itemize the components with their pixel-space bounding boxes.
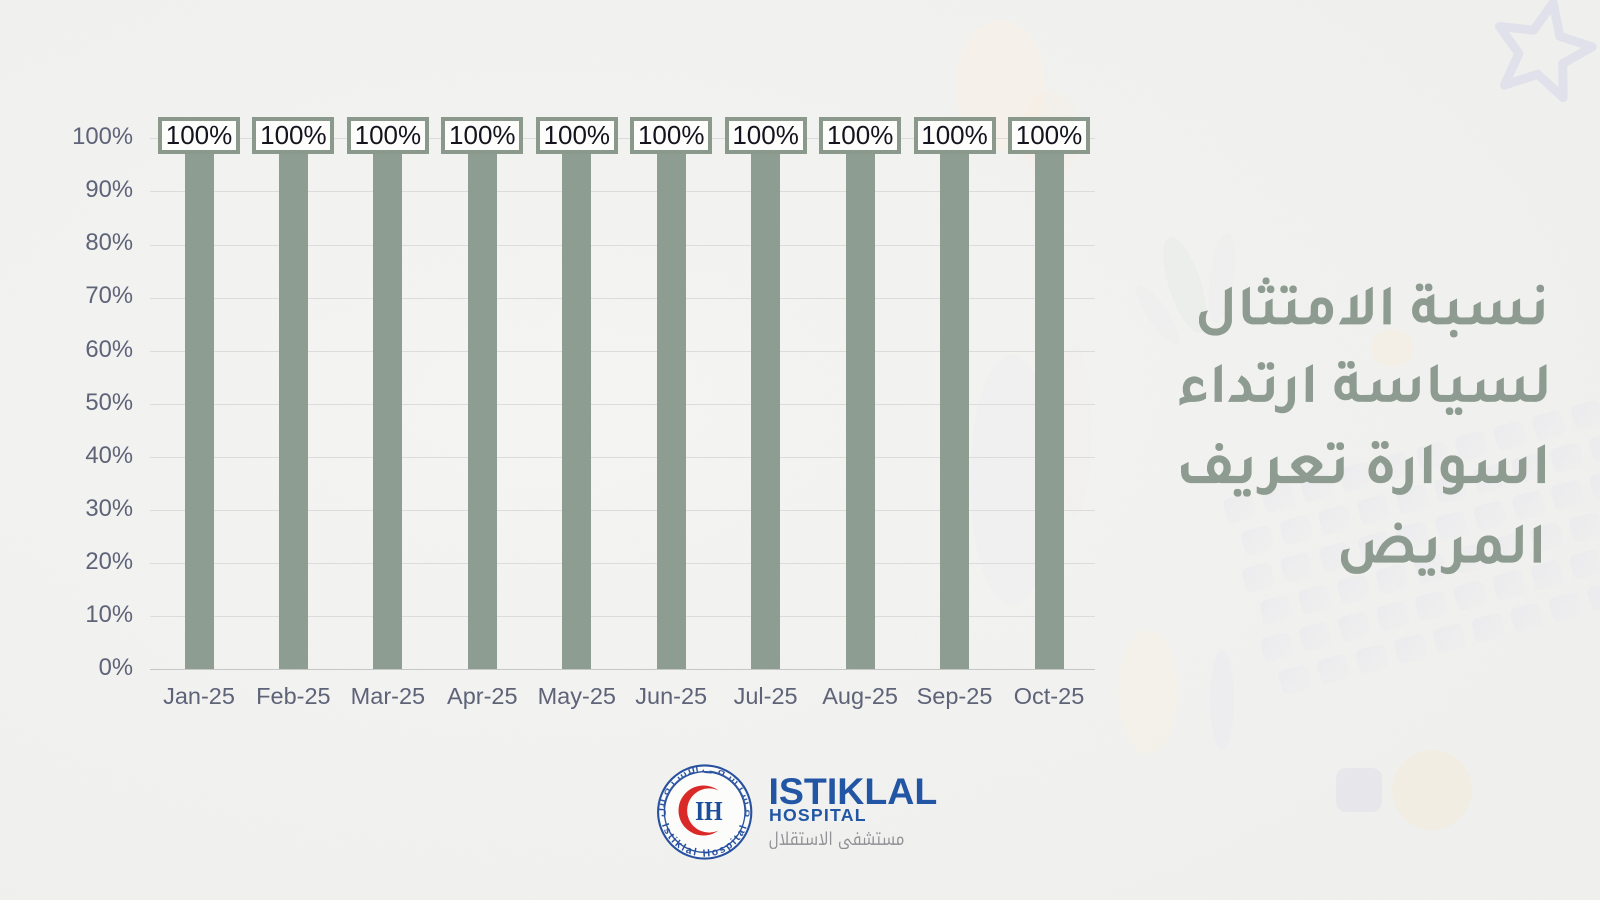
svg-text:IH: IH <box>695 795 723 826</box>
